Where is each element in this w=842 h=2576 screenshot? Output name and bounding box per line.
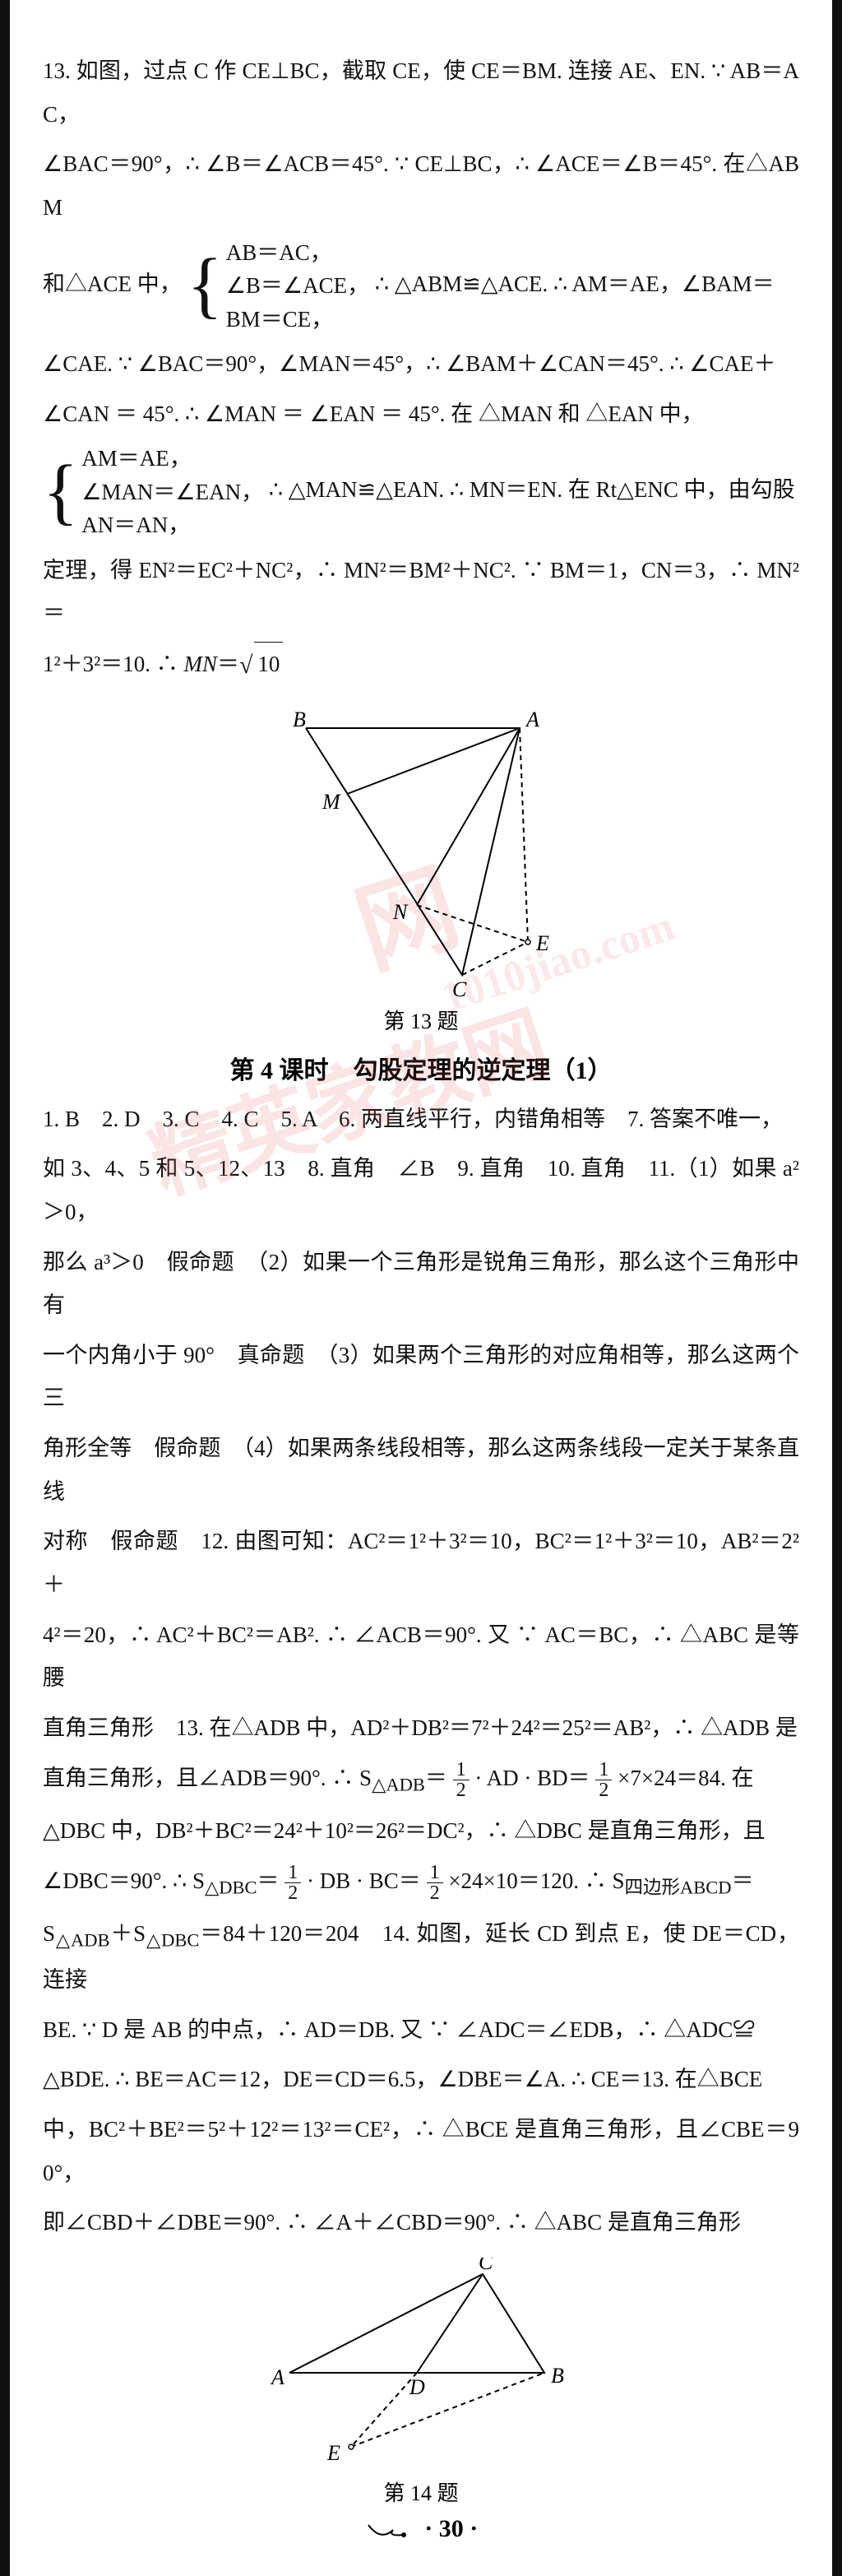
- fig14-label-C: C: [479, 2258, 493, 2274]
- ans-p12-sub2: △DBC: [146, 1929, 199, 1950]
- ans-p12: S△ADB＋S△DBC＝84＋120＝204 14. 如图，延长 CD 到点 E…: [43, 1912, 799, 2002]
- p13-line6b: ∴ △MAN≌△EAN. ∴ MN＝EN. 在 Rt△ENC 中，由勾股: [269, 477, 795, 502]
- p13-line5: ∠CAN ＝ 45°. ∴ ∠MAN ＝ ∠EAN ＝ 45°. 在 △MAN …: [43, 392, 799, 436]
- p13-line6: { AM＝AE， ∠MAN＝∠EAN， AN＝AN， ∴ △MAN≌△EAN. …: [43, 442, 799, 542]
- brace1-l1: AB＝AC，: [226, 236, 369, 270]
- fig14-label-E: E: [326, 2441, 340, 2465]
- fraction-half: 12: [595, 1760, 612, 1800]
- ans-p11-sub2: 四边形ABCD: [625, 1877, 732, 1897]
- fig13-label-E: E: [535, 931, 549, 955]
- figure-13-svg: B A M N E C: [273, 703, 569, 1000]
- ans-p3: 那么 a³＞0 假命题 （2）如果一个三角形是锐角三角形，那么这个三角形中有: [43, 1241, 799, 1327]
- figure-14-svg: C A D B E: [257, 2258, 585, 2472]
- ans-p11e: ＝: [732, 1868, 754, 1893]
- ans-p11: ∠DBC＝90°. ∴ S△DBC＝ 12 · DB · BC＝ 12 ×24×…: [43, 1859, 799, 1905]
- figure-14: C A D B E: [43, 2258, 799, 2472]
- ans-p13: BE. ∵ D 是 AB 的中点，∴ AD＝DB. 又 ∵ ∠ADC＝∠EDB，…: [43, 2008, 799, 2052]
- brace2-l1: AM＝AE，: [81, 442, 263, 476]
- p13-line4: ∠CAE. ∵ ∠BAC＝90°，∠MAN＝45°，∴ ∠BAM＋∠CAN＝45…: [43, 342, 799, 386]
- fig13-label-A: A: [525, 708, 539, 731]
- ans-p11b: ＝: [257, 1868, 280, 1893]
- ans-p4: 一个内角小于 90° 真命题 （3）如果两个三角形的对应角相等，那么这两个三: [43, 1334, 799, 1420]
- ans-p9: 直角三角形，且∠ADB＝90°. ∴ S△ADB＝ 12 · AD · BD＝ …: [43, 1757, 799, 1803]
- ans-p12-sub1: △ADB: [55, 1929, 109, 1950]
- scan-edge-right: [832, 0, 842, 2576]
- p13-line1: 13. 如图，过点 C 作 CE⊥BC，截取 CE，使 CE＝BM. 连接 AE…: [43, 49, 799, 136]
- ans-p9c: · AD · BD＝: [474, 1766, 590, 1790]
- ans-p11d: ×24×10＝120. ∴ S: [448, 1868, 624, 1893]
- ans-p9d: ×7×24＝84. 在: [618, 1766, 753, 1790]
- figure-14-caption: 第 14 题: [43, 2476, 799, 2507]
- p13-line2: ∠BAC＝90°，∴ ∠B＝∠ACB＝45°. ∵ CE⊥BC，∴ ∠ACE＝∠…: [43, 142, 799, 229]
- fraction-half: 12: [285, 1863, 301, 1903]
- left-brace-icon: {: [43, 462, 78, 522]
- p13-line3a: 和△ACE 中，: [43, 272, 182, 296]
- ans-p9a: 直角三角形，且∠ADB＝90°. ∴ S: [43, 1766, 372, 1790]
- brace-2: { AM＝AE， ∠MAN＝∠EAN， AN＝AN，: [43, 442, 263, 542]
- section-title: 第 4 课时 勾股定理的逆定理（1）: [43, 1050, 799, 1086]
- brace-1: { AB＝AC， ∠B＝∠ACE， BM＝CE，: [187, 236, 370, 337]
- ans-p9b: ＝: [425, 1766, 447, 1790]
- fig13-label-M: M: [322, 790, 341, 814]
- fig14-label-B: B: [551, 2364, 564, 2388]
- p13-line8: 1²＋3²＝10. ∴ MN＝√10: [43, 642, 799, 690]
- ans-p1: 1. B 2. D 3. C 4. C 5. A 6. 两直线平行，内错角相等 …: [43, 1098, 799, 1141]
- fig13-label-B: B: [293, 708, 306, 731]
- fig13-label-C: C: [452, 977, 467, 1000]
- page-number-text: · 30 ·: [424, 2515, 478, 2542]
- brace1-l3: BM＝CE，: [226, 303, 369, 337]
- ans-p15: 中，BC²＋BE²＝5²＋12²＝13²＝CE²，∴ △BCE 是直角三角形，且…: [43, 2108, 799, 2194]
- ans-p11c: · DB · BC＝: [307, 1868, 421, 1893]
- figure-13-caption: 第 13 题: [43, 1005, 799, 1035]
- ans-p11-sub1: △DBC: [205, 1877, 257, 1897]
- p13-line3: 和△ACE 中， { AB＝AC， ∠B＝∠ACE， BM＝CE， ∴ △ABM…: [43, 236, 799, 337]
- ans-p12b: ＋S: [110, 1921, 146, 1946]
- ans-p8: 直角三角形 13. 在△ADB 中，AD²＋DB²＝7²＋24²＝25²＝AB²…: [43, 1706, 799, 1750]
- ans-p11a: ∠DBC＝90°. ∴ S: [43, 1868, 205, 1893]
- fig14-label-D: D: [409, 2375, 425, 2399]
- figure-13: B A M N E C: [43, 703, 799, 1000]
- p13-line7: 定理，得 EN²＝EC²＋NC²，∴ MN²＝BM²＋NC². ∵ BM＝1，C…: [43, 549, 799, 635]
- left-brace-icon: {: [187, 256, 223, 315]
- page-number: · 30 ·: [43, 2515, 799, 2543]
- ans-p14: △BDE. ∴ BE＝AC＝12，DE＝CD＝6.5，∠DBE＝∠A. ∴ CE…: [43, 2058, 799, 2101]
- ans-p6: 对称 假命题 12. 由图可知：AC²＝1²＋3²＝10，BC²＝1²＋3²＝1…: [43, 1520, 799, 1606]
- ans-p5: 角形全等 假命题 （4）如果两条线段相等，那么这两条线段一定关于某条直线: [43, 1427, 799, 1513]
- flourish-icon: [364, 2518, 414, 2543]
- ans-p2: 如 3、4、5 和 5、12、13 8. 直角 ∠B 9. 直角 10. 直角 …: [43, 1147, 799, 1233]
- ans-p9-sub1: △ADB: [372, 1774, 425, 1794]
- brace2-l3: AN＝AN，: [81, 508, 263, 542]
- fraction-half: 12: [427, 1863, 443, 1903]
- scan-edge-left: [0, 0, 10, 2576]
- page: 网 精英家教网 1010jiao.com 13. 如图，过点 C 作 CE⊥BC…: [10, 0, 832, 2576]
- ans-p12a: S: [43, 1921, 55, 1946]
- brace2-l2: ∠MAN＝∠EAN，: [81, 476, 263, 509]
- ans-p10: △DBC 中，DB²＋BC²＝24²＋10²＝26²＝DC²，∴ △DBC 是直…: [43, 1809, 799, 1853]
- p13-line3b: ∴ △ABM≌△ACE. ∴ AM＝AE，∠BAM＝: [375, 272, 775, 296]
- ans-p7: 4²＝20，∴ AC²＋BC²＝AB². ∴ ∠ACB＝90°. 又 ∵ AC＝…: [43, 1613, 799, 1700]
- ans-p16: 即∠CBD＋∠DBE＝90°. ∴ ∠A＋∠CBD＝90°. ∴ △ABC 是直…: [43, 2201, 799, 2244]
- fig14-label-A: A: [270, 2365, 285, 2389]
- fraction-half: 12: [453, 1760, 470, 1800]
- brace1-l2: ∠B＝∠ACE，: [226, 269, 369, 303]
- fig13-label-N: N: [392, 900, 409, 924]
